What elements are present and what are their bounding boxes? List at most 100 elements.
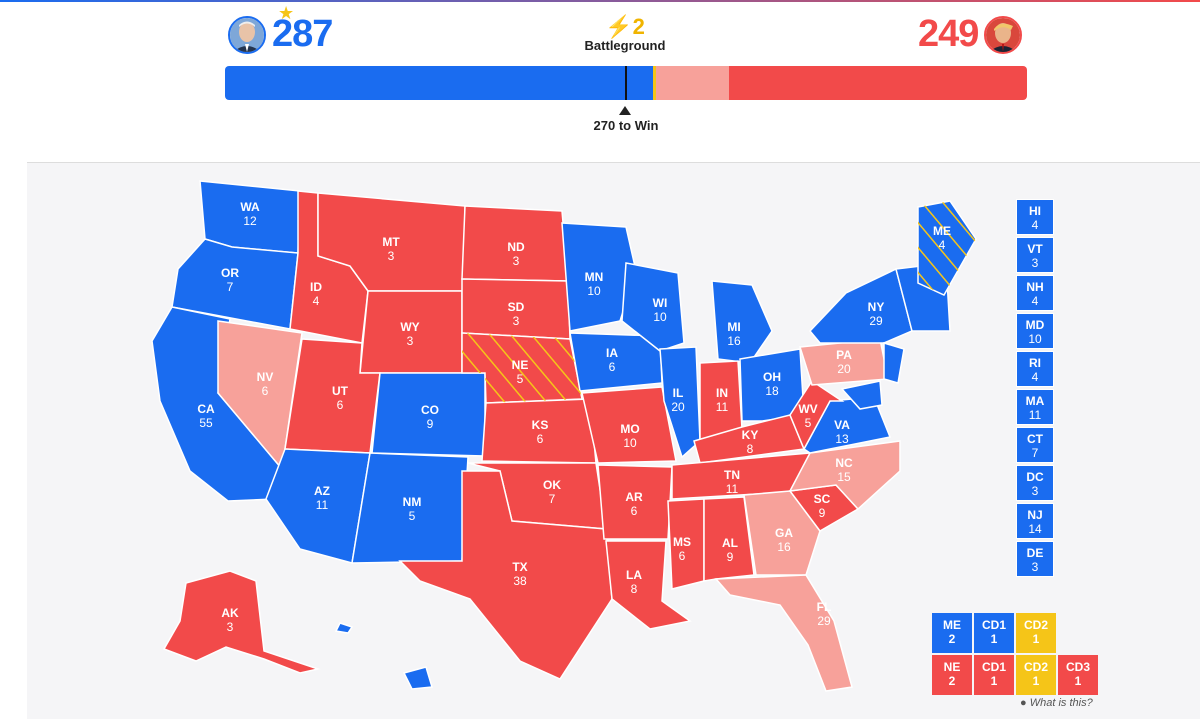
battleground-count: 2 xyxy=(632,14,645,39)
state-MD[interactable] xyxy=(840,380,883,410)
state-NC[interactable] xyxy=(788,440,901,511)
state-label-wy: WY 3 xyxy=(400,320,419,348)
state-label-ms: MS 6 xyxy=(673,535,691,563)
small-state-vt[interactable]: VT 3 xyxy=(1016,237,1054,273)
state-IL[interactable] xyxy=(659,346,701,459)
dem-candidate: ★ 287 xyxy=(228,3,333,56)
state-AR[interactable] xyxy=(597,464,673,540)
small-state-ev: 3 xyxy=(1031,256,1039,270)
state-label-ne: NE 5 xyxy=(512,358,529,386)
state-FL[interactable] xyxy=(714,574,853,692)
nebraska-cd1-cell[interactable]: CD1 1 xyxy=(974,655,1014,695)
state-WV[interactable] xyxy=(789,379,845,451)
small-state-hi[interactable]: HI 4 xyxy=(1016,199,1054,235)
battleground-indicator: ⚡2 Battleground xyxy=(560,14,690,54)
nebraska-split-row: NE 2 CD1 1 CD2 1 CD3 1 xyxy=(932,655,1100,695)
small-state-ma[interactable]: MA 11 xyxy=(1016,389,1054,425)
small-state-ev: 4 xyxy=(1031,370,1039,384)
state-MI[interactable] xyxy=(711,280,773,364)
state-label-or: OR 7 xyxy=(221,266,239,294)
state-MO[interactable] xyxy=(581,386,677,464)
state-WI[interactable] xyxy=(621,262,685,352)
state-label-il: IL 20 xyxy=(671,386,685,414)
split-label: NE xyxy=(943,660,961,674)
small-state-ev: 14 xyxy=(1028,522,1042,536)
state-GA[interactable] xyxy=(743,490,821,576)
state-label-ga: GA 16 xyxy=(775,526,793,554)
state-NJ[interactable] xyxy=(883,341,905,384)
state-label-ca: CA 55 xyxy=(197,402,215,430)
nebraska-battleground-hatch xyxy=(462,333,582,403)
split-ev: 1 xyxy=(1032,632,1040,646)
nebraska-cd2-cell[interactable]: CD2 1 xyxy=(1016,655,1056,695)
map-panel: WA 12 OR 7 CA 55 NV 6 ID 4 MT 3 WY 3 UT 6 CO 9 AZ 11 NM 5 ND 3 S… xyxy=(27,162,1200,719)
state-label-me: ME 4 xyxy=(933,224,951,252)
state-label-fl: FL 29 xyxy=(817,600,832,628)
state-label-sd: SD 3 xyxy=(508,300,525,328)
state-label-az: AZ 11 xyxy=(314,484,330,512)
state-label-tn: TN 11 xyxy=(724,468,740,496)
split-ev: 1 xyxy=(1032,674,1040,688)
270-to-win-label: 270 to Win xyxy=(593,118,659,133)
split-vote-grid: ME 2 CD1 1 CD2 1 NE 2 CD1 1 CD2 1 CD3 1 xyxy=(932,613,1100,697)
rep-bar-segment xyxy=(728,66,1027,100)
info-icon: ● xyxy=(1020,697,1027,709)
lightning-icon: ⚡ xyxy=(605,14,633,39)
split-ev: 1 xyxy=(990,632,998,646)
nebraska-cd3-cell[interactable]: CD3 1 xyxy=(1058,655,1098,695)
small-state-ri[interactable]: RI 4 xyxy=(1016,351,1054,387)
small-state-de[interactable]: DE 3 xyxy=(1016,541,1054,577)
split-label: CD1 xyxy=(981,618,1006,632)
state-HI[interactable] xyxy=(402,666,433,690)
split-label: CD3 xyxy=(1065,660,1090,674)
small-state-nh[interactable]: NH 4 xyxy=(1016,275,1054,311)
state-label-ky: KY 8 xyxy=(742,428,759,456)
state-AK[interactable] xyxy=(162,570,321,674)
small-state-abbr: NJ xyxy=(1027,508,1043,522)
biden-avatar xyxy=(228,15,266,54)
state-label-oh: OH 18 xyxy=(763,370,781,398)
state-label-wv: WV 5 xyxy=(798,402,817,430)
rep-candidate: 249 xyxy=(918,13,1023,56)
split-label: CD1 xyxy=(981,660,1006,674)
state-TX[interactable] xyxy=(398,470,613,680)
maine-cd2-cell[interactable]: CD2 1 xyxy=(1016,613,1056,653)
winner-star-icon: ★ xyxy=(278,3,295,23)
state-label-ia: IA 6 xyxy=(606,346,618,374)
state-LA[interactable] xyxy=(605,540,692,630)
maine-me-cell[interactable]: ME 2 xyxy=(932,613,972,653)
small-state-abbr: MD xyxy=(1025,318,1045,332)
small-state-ev: 4 xyxy=(1031,294,1039,308)
small-state-ev: 3 xyxy=(1031,484,1039,498)
state-label-ny: NY 29 xyxy=(868,300,885,328)
electoral-vote-bar xyxy=(225,66,1027,100)
nebraska-ne-cell[interactable]: NE 2 xyxy=(932,655,972,695)
lean-rep-bar-segment xyxy=(655,66,729,100)
state-label-ar: AR 6 xyxy=(625,490,643,518)
state-label-nd: ND 3 xyxy=(507,240,525,268)
small-state-md[interactable]: MD 10 xyxy=(1016,313,1054,349)
small-state-dc[interactable]: DC 3 xyxy=(1016,465,1054,501)
small-state-ev: 3 xyxy=(1031,560,1039,574)
trump-avatar xyxy=(984,15,1023,54)
state-label-va: VA 13 xyxy=(834,418,850,446)
small-state-nj[interactable]: NJ 14 xyxy=(1016,503,1054,539)
us-electoral-map: WA 12 OR 7 CA 55 NV 6 ID 4 MT 3 WY 3 UT 6 CO 9 AZ 11 NM 5 ND 3 S… xyxy=(151,180,977,692)
small-state-ev: 10 xyxy=(1028,332,1042,346)
state-AL[interactable] xyxy=(703,496,755,582)
state-HI-islands xyxy=(334,622,354,634)
state-label-mi: MI 16 xyxy=(727,320,741,348)
state-label-la: LA 8 xyxy=(626,568,642,596)
state-label-pa: PA 20 xyxy=(836,348,852,376)
split-ev: 1 xyxy=(1074,674,1082,688)
what-is-this-text: What is this? xyxy=(1029,697,1093,709)
small-state-ct[interactable]: CT 7 xyxy=(1016,427,1054,463)
maine-cd1-cell[interactable]: CD1 1 xyxy=(974,613,1014,653)
state-label-mo: MO 10 xyxy=(620,422,639,450)
split-label: ME xyxy=(943,618,961,632)
state-label-id: ID 4 xyxy=(310,280,322,308)
state-NY[interactable] xyxy=(808,267,913,344)
what-is-this-link[interactable]: ● What is this? xyxy=(1020,697,1093,709)
small-state-abbr: NH xyxy=(1026,280,1044,294)
state-AZ[interactable] xyxy=(265,448,371,564)
